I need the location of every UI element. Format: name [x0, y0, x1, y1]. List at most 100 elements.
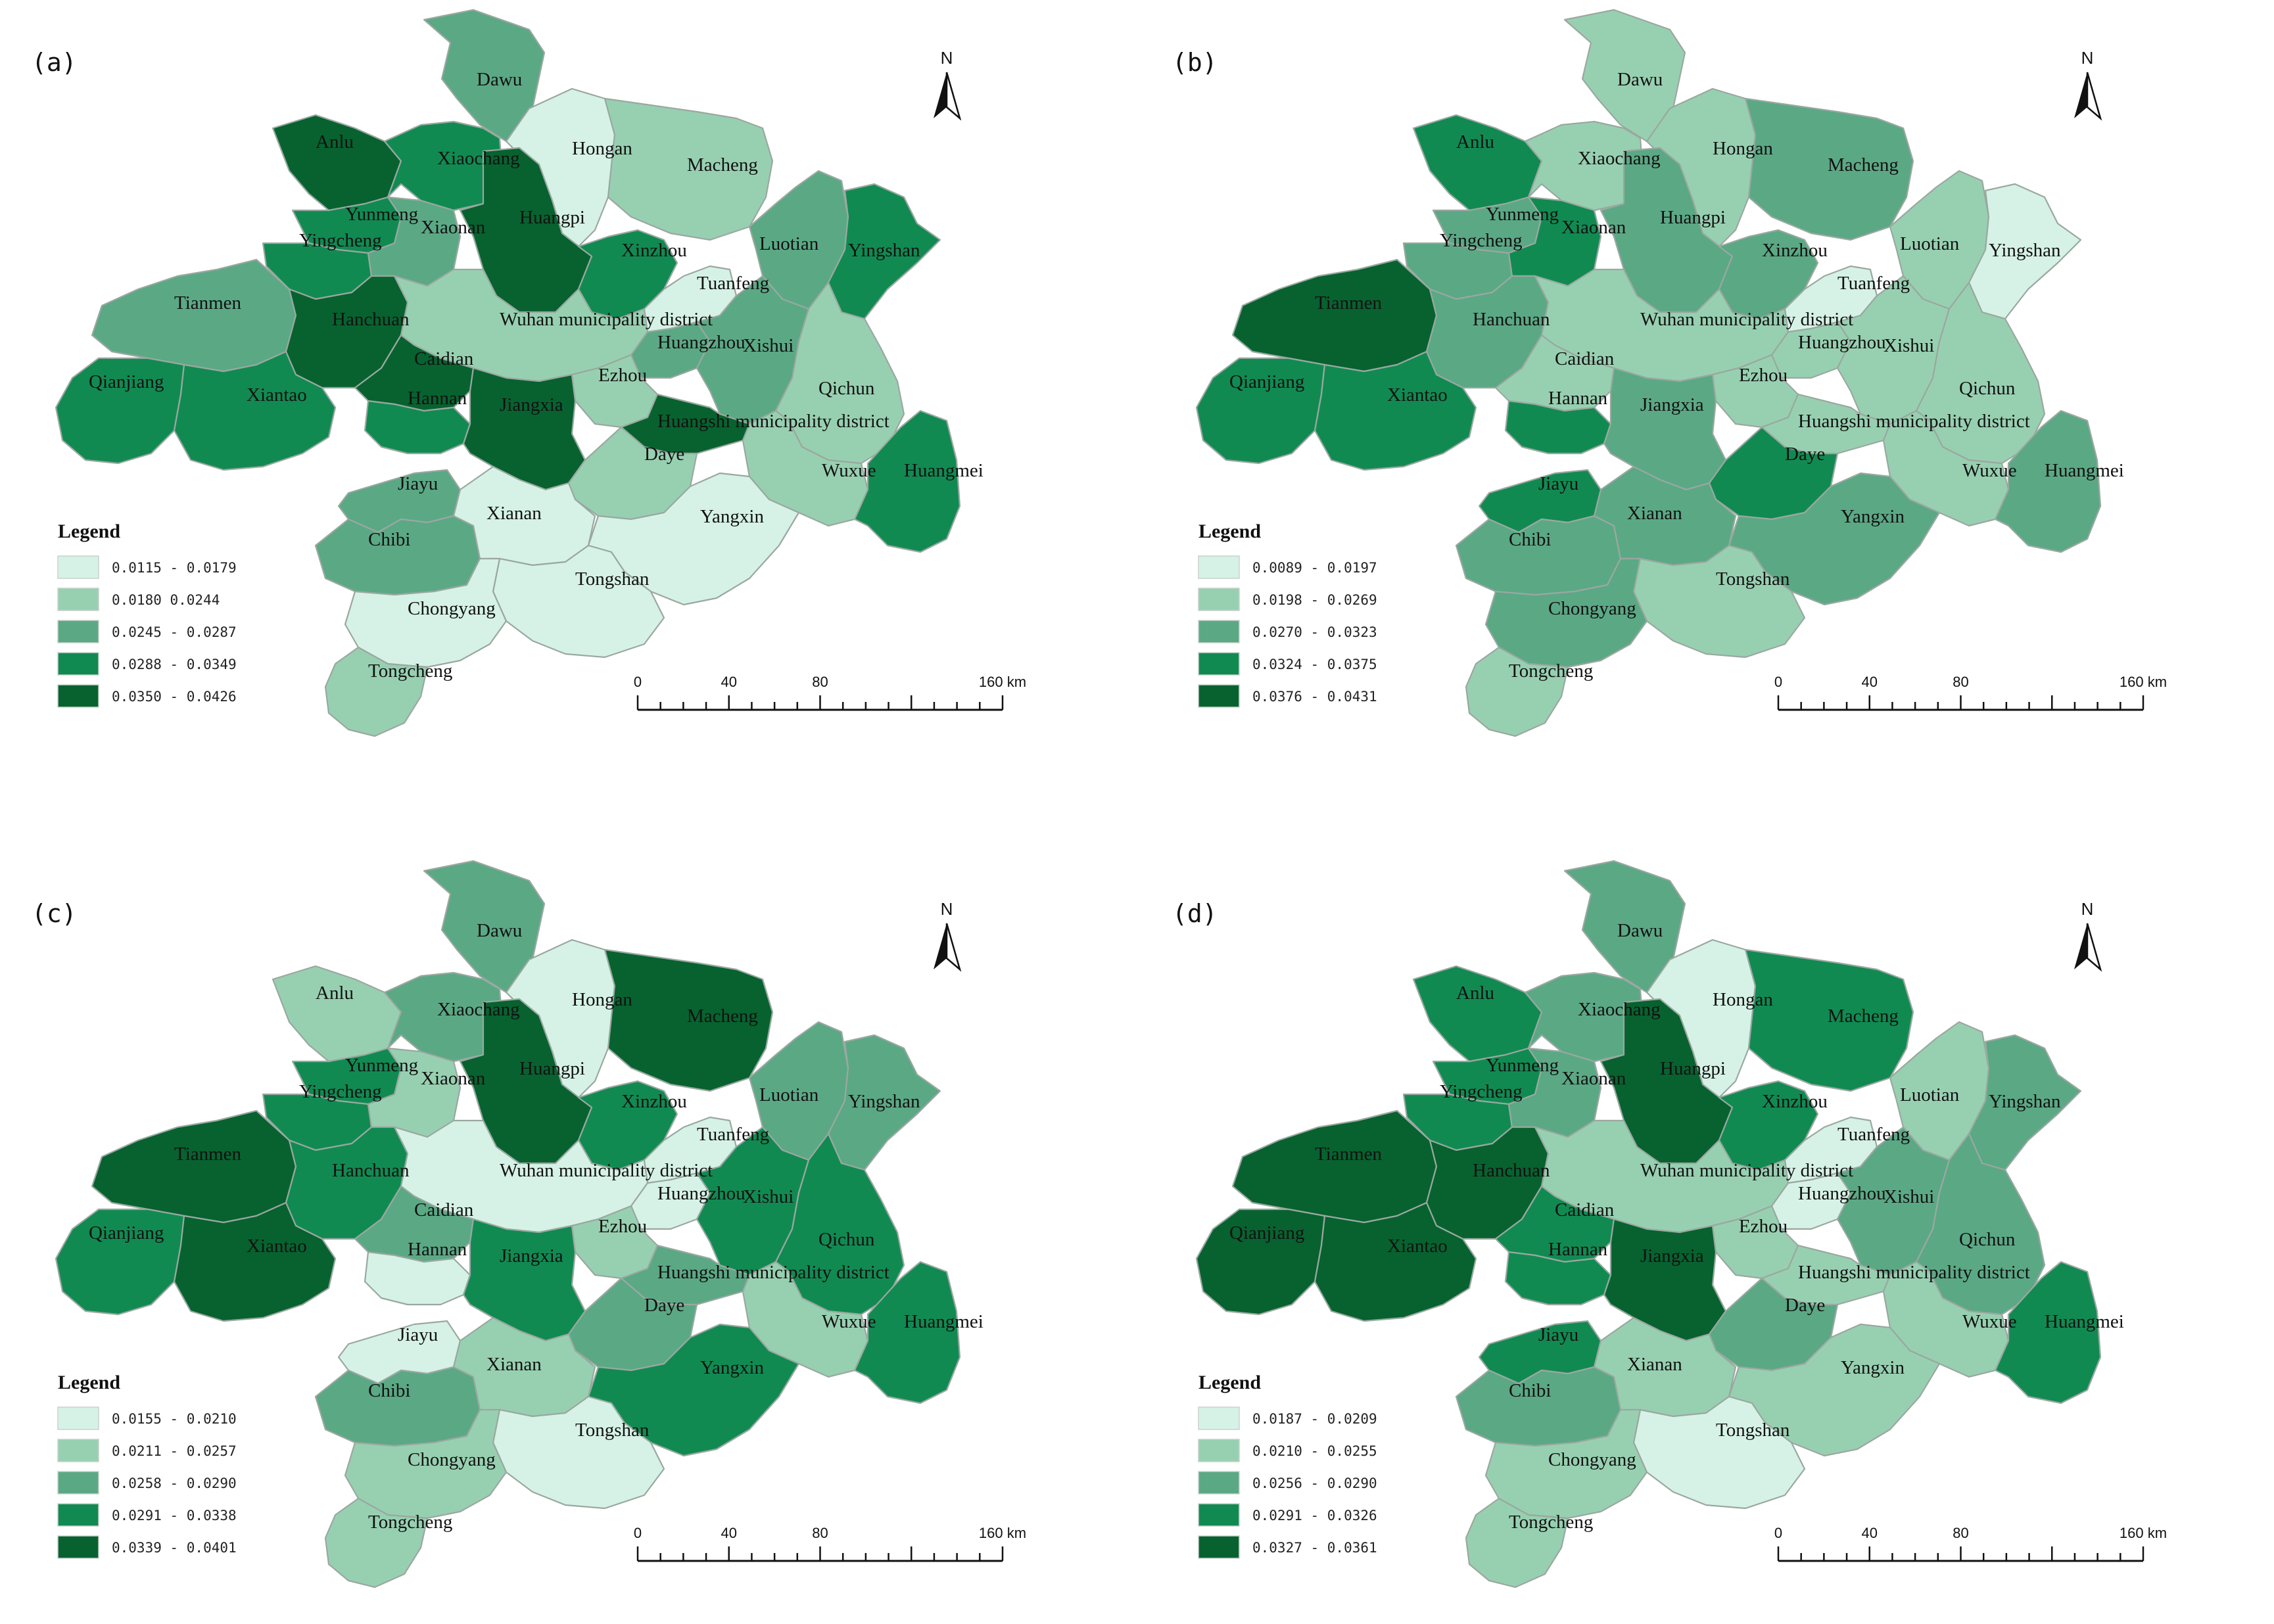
region-huangmei	[1994, 1261, 2102, 1404]
region-hannan	[364, 400, 471, 455]
label-anlu: Anlu	[316, 131, 354, 152]
region-tongshan	[492, 544, 665, 659]
label-huangpi: Huangpi	[1660, 207, 1726, 228]
label-qianjiang: Qianjiang	[1229, 371, 1304, 392]
label-yingcheng: Yingcheng	[1440, 230, 1523, 251]
scale-tick-label: 160 km	[2120, 674, 2167, 690]
scale-tick-label: 160 km	[979, 674, 1026, 690]
region-tongcheng	[324, 646, 429, 737]
label-xiaochang: Xiaochang	[437, 148, 520, 169]
legend-range: 0.0211 - 0.0257	[112, 1443, 237, 1459]
north-arrow-icon: N	[2074, 48, 2102, 121]
label-caidian: Caidian	[1555, 1199, 1615, 1220]
legend: Legend 0.0115 - 0.0179 0.0180 0.0244 0.0245…	[57, 521, 237, 708]
label-qichun: Qichun	[818, 378, 875, 399]
panel-label: (a)	[32, 48, 77, 77]
label-xiaochang: Xiaochang	[437, 999, 520, 1020]
region-yingshan	[827, 183, 941, 320]
label-hongan: Hongan	[1713, 138, 1773, 159]
label-tianmen: Tianmen	[174, 292, 242, 313]
label-yingcheng: Yingcheng	[299, 230, 382, 251]
scale-bar: 0 40 80 160 km	[1774, 1525, 2167, 1562]
label-qianjiang: Qianjiang	[89, 1222, 164, 1243]
scale-bar: 0 40 80 160 km	[1774, 674, 2167, 711]
legend-range: 0.0180 0.0244	[112, 592, 220, 608]
region-tongshan	[1632, 1395, 1806, 1510]
label-tianmen: Tianmen	[1315, 1144, 1383, 1165]
label-xiaonan: Xiaonan	[1561, 217, 1626, 238]
scale-tick-label: 160 km	[2120, 1525, 2167, 1541]
label-jiangxia: Jiangxia	[500, 1245, 563, 1266]
label-huangshi: Huangshi municipality district	[1798, 411, 2030, 432]
label-jiayu: Jiayu	[1538, 1324, 1578, 1345]
legend-swatch	[57, 588, 99, 611]
region-labels: Dawu Anlu Xiaochang Hongan Macheng Yunmeng Yin…	[1229, 920, 2124, 1533]
legend-range: 0.0245 - 0.0287	[112, 624, 237, 640]
label-tongshan: Tongshan	[1716, 568, 1790, 590]
label-chongyang: Chongyang	[1548, 1449, 1636, 1470]
region-hannan	[1504, 1251, 1612, 1306]
legend-swatch	[57, 1471, 99, 1495]
region-daye	[1708, 426, 1839, 521]
label-huangmei: Huangmei	[2045, 1311, 2124, 1332]
label-xishui: Xishui	[1883, 335, 1934, 356]
scale-tick-label: 80	[1953, 674, 1968, 690]
legend-range: 0.0089 - 0.0197	[1252, 560, 1377, 576]
legend-swatch	[1198, 588, 1240, 611]
north-arrow-right	[2086, 923, 2102, 972]
north-arrow-left	[2074, 923, 2087, 969]
label-yunmeng: Yunmeng	[345, 1055, 418, 1076]
label-luotian: Luotian	[1900, 1084, 1960, 1105]
label-macheng: Macheng	[687, 154, 758, 175]
label-qichun: Qichun	[1959, 378, 2016, 399]
label-ezhou: Ezhou	[598, 1216, 647, 1237]
map-panel-4: (d) Dawu Anlu Xiaochang Hongan Macheng Yunmeng…	[1172, 860, 2167, 1589]
label-chongyang: Chongyang	[1548, 598, 1636, 619]
label-xishui: Xishui	[1883, 1186, 1934, 1207]
legend-swatch	[57, 1439, 99, 1462]
label-hannan: Hannan	[1548, 1239, 1608, 1260]
label-hannan: Hannan	[408, 388, 467, 409]
label-huangzhou: Huangzhou	[657, 332, 746, 353]
legend: Legend 0.0089 - 0.0197 0.0198 - 0.0269 0.02…	[1198, 521, 1377, 708]
scale-tick-label: 0	[634, 674, 642, 690]
legend-swatch	[57, 1503, 99, 1527]
label-xianan: Xianan	[486, 503, 542, 524]
label-xiantao: Xiantao	[247, 1236, 307, 1257]
legend-range: 0.0270 - 0.0323	[1252, 624, 1377, 640]
label-xianan: Xianan	[1627, 1354, 1682, 1375]
label-wuhan: Wuhan municipality district	[1640, 309, 1853, 330]
label-dawu: Dawu	[477, 69, 522, 90]
label-wuxue: Wuxue	[1962, 460, 2017, 481]
label-luotian: Luotian	[759, 233, 819, 254]
label-xiantao: Xiantao	[1387, 384, 1448, 406]
region-qianjiang	[1195, 1208, 1326, 1316]
label-huangmei: Huangmei	[904, 1311, 983, 1332]
label-hanchuan: Hanchuan	[332, 309, 410, 330]
label-tongshan: Tongshan	[575, 568, 650, 590]
scale-tick-label: 40	[721, 674, 737, 690]
legend-swatch	[1198, 1406, 1240, 1430]
label-ezhou: Ezhou	[1739, 1216, 1788, 1237]
label-tongshan: Tongshan	[575, 1420, 650, 1441]
region-labels: Dawu Anlu Xiaochang Hongan Macheng Yunmeng Yin…	[89, 69, 983, 682]
scale-bar: 0 40 80 160 km	[634, 674, 1026, 711]
label-xiantao: Xiantao	[1387, 1236, 1448, 1257]
legend-swatch	[1198, 1503, 1240, 1527]
legend-range: 0.0198 - 0.0269	[1252, 592, 1377, 608]
region-macheng	[1744, 97, 1914, 241]
north-arrow-right	[945, 72, 962, 121]
label-huangzhou: Huangzhou	[1798, 1183, 1886, 1204]
north-arrow-label: N	[2081, 48, 2094, 68]
label-xianan: Xianan	[1627, 503, 1682, 524]
region-daye	[567, 426, 698, 521]
label-caidian: Caidian	[414, 1199, 474, 1220]
label-daye: Daye	[1785, 1295, 1825, 1316]
region-xiantao	[173, 350, 337, 471]
scale-tick-label: 0	[1774, 1525, 1782, 1541]
scale-tick-label: 80	[1953, 1525, 1968, 1541]
legend-range: 0.0258 - 0.0290	[112, 1475, 237, 1491]
label-macheng: Macheng	[1828, 1006, 1899, 1027]
label-huangshi: Huangshi municipality district	[1798, 1262, 2030, 1283]
